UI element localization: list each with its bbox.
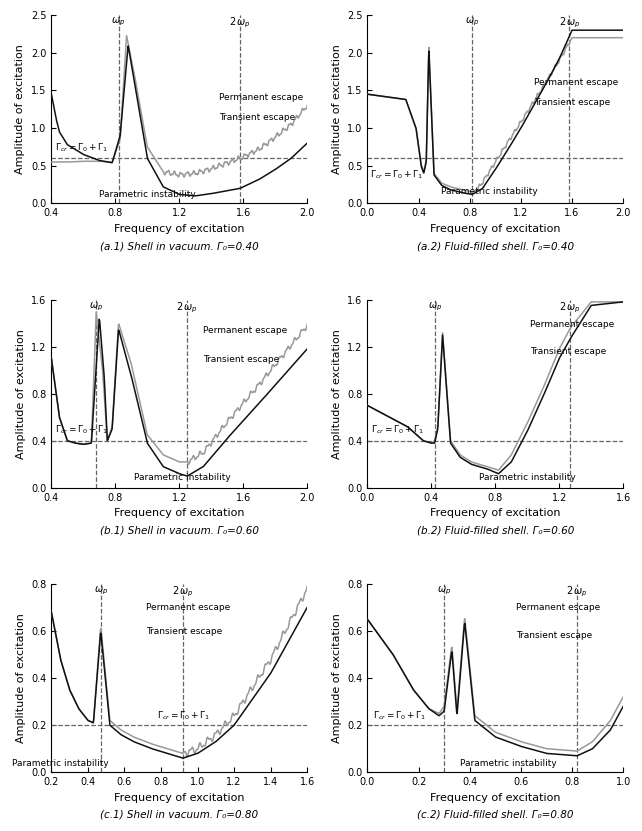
Text: Parametric instability: Parametric instability	[479, 473, 576, 482]
Text: $2\,\omega_p$: $2\,\omega_p$	[559, 301, 582, 315]
Y-axis label: Amplitude of excitation: Amplitude of excitation	[15, 329, 26, 459]
Text: Parametric instability: Parametric instability	[12, 759, 109, 768]
Text: Permanent escape: Permanent escape	[204, 326, 288, 335]
Text: $\omega_p$: $\omega_p$	[89, 301, 103, 312]
Text: Transient escape: Transient escape	[220, 113, 295, 122]
X-axis label: Frequency of excitation: Frequency of excitation	[430, 793, 560, 803]
Text: $2\,\omega_p$: $2\,\omega_p$	[172, 585, 194, 599]
Text: (a.1) Shell in vacuum. Γ₀=0.40: (a.1) Shell in vacuum. Γ₀=0.40	[100, 241, 259, 251]
Text: $\Gamma_{cr} = \Gamma_0 + \Gamma_1$: $\Gamma_{cr} = \Gamma_0 + \Gamma_1$	[55, 424, 108, 436]
Text: Permanent escape: Permanent escape	[220, 93, 304, 101]
Text: (a.2) Fluid-filled shell. Γ₀=0.40: (a.2) Fluid-filled shell. Γ₀=0.40	[417, 241, 574, 251]
Y-axis label: Amplitude of excitation: Amplitude of excitation	[332, 329, 342, 459]
X-axis label: Frequency of excitation: Frequency of excitation	[430, 509, 560, 519]
Text: $\omega_p$: $\omega_p$	[112, 16, 126, 28]
Y-axis label: Amplitude of excitation: Amplitude of excitation	[332, 613, 342, 743]
Text: (b.2) Fluid-filled shell. Γ₀=0.60: (b.2) Fluid-filled shell. Γ₀=0.60	[417, 525, 574, 535]
X-axis label: Frequency of excitation: Frequency of excitation	[114, 224, 245, 234]
Text: $2\,\omega_p$: $2\,\omega_p$	[177, 301, 198, 315]
Text: $\Gamma_{cr} = \Gamma_0 + \Gamma_1$: $\Gamma_{cr} = \Gamma_0 + \Gamma_1$	[372, 709, 426, 721]
Text: $2\,\omega_p$: $2\,\omega_p$	[566, 585, 588, 599]
Text: Permanent escape: Permanent escape	[516, 603, 600, 612]
Text: Parametric instability: Parametric instability	[460, 759, 557, 768]
Text: Parametric instability: Parametric instability	[134, 473, 231, 482]
Text: (c.2) Fluid-filled shell. Γ₀=0.80: (c.2) Fluid-filled shell. Γ₀=0.80	[417, 810, 573, 820]
Text: $2\,\omega_p$: $2\,\omega_p$	[229, 16, 251, 31]
X-axis label: Frequency of excitation: Frequency of excitation	[430, 224, 560, 234]
Text: Parametric instability: Parametric instability	[99, 190, 196, 199]
Text: $\omega_p$: $\omega_p$	[437, 585, 451, 597]
Text: Transient escape: Transient escape	[530, 347, 607, 356]
Y-axis label: Amplitude of excitation: Amplitude of excitation	[15, 44, 26, 175]
Text: $\omega_p$: $\omega_p$	[465, 16, 480, 28]
Text: Permanent escape: Permanent escape	[534, 77, 618, 86]
Y-axis label: Amplitude of excitation: Amplitude of excitation	[15, 613, 26, 743]
Text: Parametric instability: Parametric instability	[440, 187, 537, 196]
Text: $\Gamma_{cr} = \Gamma_0 + \Gamma_1$: $\Gamma_{cr} = \Gamma_0 + \Gamma_1$	[370, 424, 424, 436]
Text: $\omega_p$: $\omega_p$	[428, 301, 442, 312]
Text: $2\,\omega_p$: $2\,\omega_p$	[559, 16, 580, 31]
Text: $\Gamma_{cr} = \Gamma_0 + \Gamma_1$: $\Gamma_{cr} = \Gamma_0 + \Gamma_1$	[370, 169, 424, 181]
Text: $\Gamma_{cr} = \Gamma_0 + \Gamma_1$: $\Gamma_{cr} = \Gamma_0 + \Gamma_1$	[157, 709, 211, 721]
Text: Transient escape: Transient escape	[534, 98, 610, 107]
Text: Transient escape: Transient escape	[516, 632, 592, 641]
Y-axis label: Amplitude of excitation: Amplitude of excitation	[331, 44, 342, 175]
Text: (c.1) Shell in vacuum. Γ₀=0.80: (c.1) Shell in vacuum. Γ₀=0.80	[100, 810, 258, 820]
X-axis label: Frequency of excitation: Frequency of excitation	[114, 509, 245, 519]
Text: (b.1) Shell in vacuum. Γ₀=0.60: (b.1) Shell in vacuum. Γ₀=0.60	[100, 525, 259, 535]
X-axis label: Frequency of excitation: Frequency of excitation	[114, 793, 245, 803]
Text: $\Gamma_{cr} = \Gamma_0 + \Gamma_1$: $\Gamma_{cr} = \Gamma_0 + \Gamma_1$	[55, 142, 108, 155]
Text: Permanent escape: Permanent escape	[530, 320, 615, 329]
Text: Permanent escape: Permanent escape	[146, 603, 230, 612]
Text: $\omega_p$: $\omega_p$	[94, 585, 108, 597]
Text: Transient escape: Transient escape	[204, 356, 279, 364]
Text: Transient escape: Transient escape	[146, 627, 223, 636]
